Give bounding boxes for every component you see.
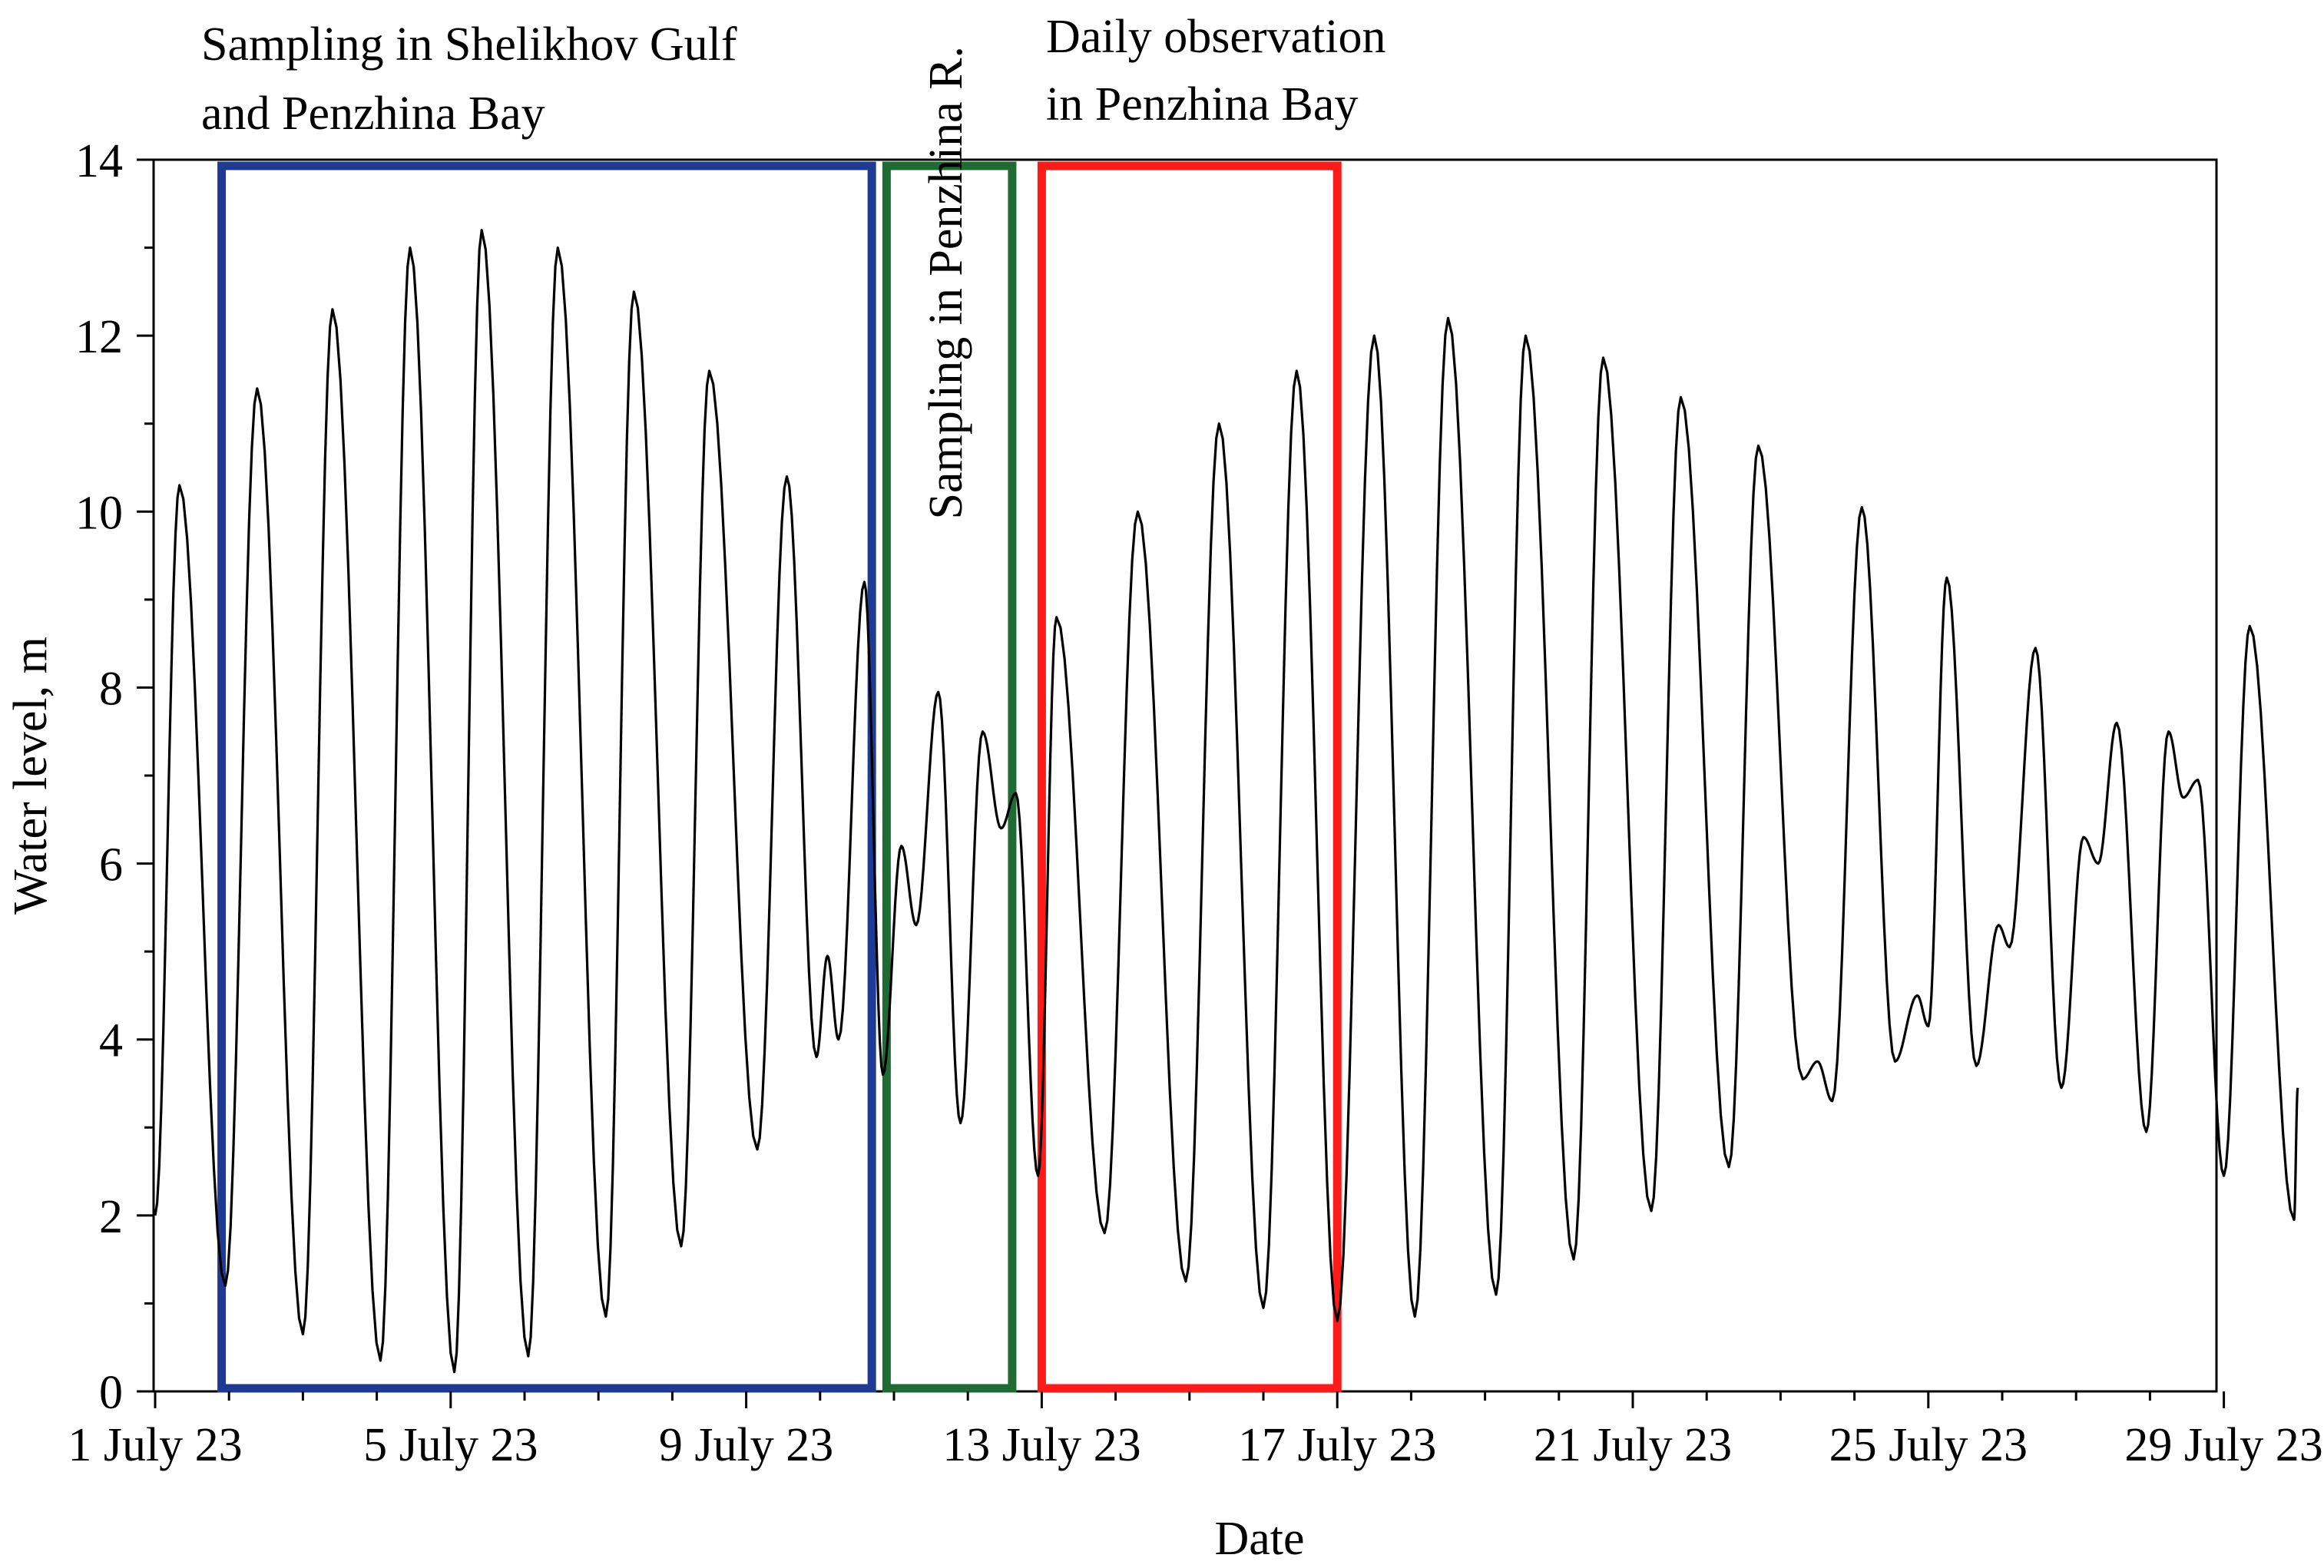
x-tick-label: 25 July 23 — [1829, 1419, 2028, 1471]
x-axis-label: Date — [1214, 1513, 1304, 1565]
y-tick-label: 8 — [99, 663, 123, 715]
water-level-line — [154, 229, 2299, 1374]
observation-period-boxes — [217, 161, 1342, 1393]
y-tick-label: 4 — [99, 1015, 123, 1067]
x-tick-label: 17 July 23 — [1238, 1419, 1436, 1471]
y-tick-label: 14 — [75, 135, 123, 187]
period-label-penzhina-river: Sampling in Penzhina R. — [920, 46, 972, 520]
x-tick-label: 5 July 23 — [363, 1419, 538, 1471]
period-label-shelikhov: Sampling in Shelikhov Gulf — [201, 18, 737, 71]
y-axis-label: Water level, m — [5, 637, 57, 915]
y-tick-label: 10 — [75, 487, 123, 539]
x-tick-label: 1 July 23 — [68, 1419, 242, 1471]
observation-period-labels: Sampling in Shelikhov Gulf and Penzhina B… — [201, 11, 1386, 520]
x-axis: 1 July 23 5 July 23 9 July 23 13 July 23 17 … — [68, 1391, 2323, 1471]
y-tick-label: 6 — [99, 839, 123, 892]
y-tick-label: 0 — [99, 1367, 123, 1419]
plot-frame — [152, 158, 2218, 1393]
y-tick-label: 12 — [75, 311, 123, 363]
x-tick-label: 13 July 23 — [942, 1419, 1140, 1471]
y-axis: 0 2 4 6 8 10 12 14 — [75, 135, 154, 1419]
x-tick-label: 9 July 23 — [659, 1419, 833, 1471]
x-tick-label: 21 July 23 — [1534, 1419, 1732, 1471]
period-box-penzhina-river — [882, 161, 1017, 1393]
period-box-daily — [1037, 161, 1342, 1393]
x-tick-label: 29 July 23 — [2124, 1419, 2322, 1471]
period-label-daily: Daily observation — [1046, 11, 1386, 63]
y-tick-label: 2 — [99, 1191, 123, 1243]
period-label-shelikhov: and Penzhina Bay — [201, 88, 545, 140]
period-label-daily: in Penzhina Bay — [1046, 78, 1358, 131]
